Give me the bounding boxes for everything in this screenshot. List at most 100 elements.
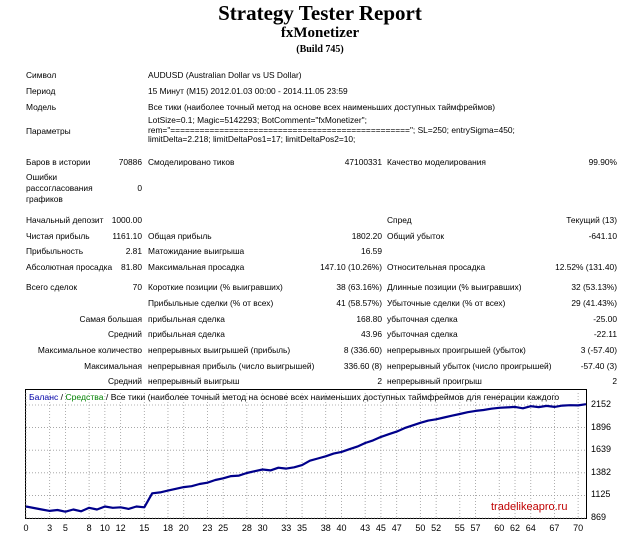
loss-trades-label: Убыточные сделки (% от всех) bbox=[387, 298, 506, 308]
x-tick-label: 0 bbox=[23, 523, 29, 533]
loss-trades-value: 29 (41.43%) bbox=[571, 298, 617, 308]
gross-profit-value: 1802.20 bbox=[351, 231, 382, 241]
total-trades-value: 70 bbox=[132, 282, 142, 292]
long-positions-label: Длинные позиции (% выигравших) bbox=[387, 282, 522, 292]
x-tick-label: 3 bbox=[47, 523, 53, 533]
long-positions-value: 32 (53.13%) bbox=[571, 282, 617, 292]
model-label: Модель bbox=[26, 102, 57, 112]
quality-label: Качество моделирования bbox=[387, 157, 486, 167]
errors-label: Ошибки bbox=[26, 172, 58, 182]
largest-label: Самая большая bbox=[79, 314, 142, 324]
x-tick-label: 47 bbox=[391, 523, 402, 533]
max-consecutive-loss-value: -57.40 (3) bbox=[580, 361, 617, 371]
x-tick-label: 25 bbox=[218, 523, 229, 533]
period-value: 15 Минут (M15) 2012.01.03 00:00 - 2014.1… bbox=[148, 86, 348, 96]
bars-value: 70886 bbox=[118, 157, 142, 167]
x-tick-label: 70 bbox=[573, 523, 584, 533]
legend-model-text: Все тики (наиболее точный метод на основ… bbox=[110, 392, 560, 402]
rel-drawdown-value: 12.52% (131.40) bbox=[555, 262, 617, 272]
max-consecutive-amount-label: Максимальная bbox=[84, 361, 142, 371]
max-drawdown-label: Максимальная просадка bbox=[148, 262, 245, 272]
max-consecutive-wins-label: непрерывных выигрышей (прибыль) bbox=[148, 345, 291, 355]
deposit-label: Начальный депозит bbox=[26, 215, 104, 225]
average-consecutive-losses-value: 2 bbox=[612, 376, 617, 386]
params-value: LotSize=0.1; Magic=5142293; BotComment="… bbox=[148, 115, 515, 145]
ticks-value: 47100331 bbox=[344, 157, 382, 167]
x-tick-label: 50 bbox=[415, 523, 426, 533]
max-consecutive-profit-label: непрерывная прибыль (число выигрышей) bbox=[148, 361, 315, 371]
largest-profit-value: 168.80 bbox=[356, 314, 382, 324]
errors-label: графиков bbox=[26, 194, 63, 204]
abs-drawdown-label: Абсолютная просадка bbox=[26, 262, 113, 272]
largest-loss-label: убыточная сделка bbox=[387, 314, 458, 324]
y-tick-label: 1382 bbox=[591, 466, 612, 477]
spread-label: Спред bbox=[387, 215, 412, 225]
x-tick-label: 60 bbox=[494, 523, 505, 533]
x-tick-label: 57 bbox=[470, 523, 481, 533]
profit-factor-label: Прибыльность bbox=[26, 246, 84, 256]
chart-legend: Баланс / Средства / Все тики (наиболее т… bbox=[29, 392, 559, 402]
legend-separator: / bbox=[58, 392, 66, 402]
average-label: Средний bbox=[107, 329, 142, 339]
rel-drawdown-label: Относительная просадка bbox=[387, 262, 486, 272]
y-tick-label: 2152 bbox=[591, 399, 612, 409]
average-profit-label: прибыльная сделка bbox=[148, 329, 225, 339]
errors-value: 0 bbox=[137, 183, 142, 193]
x-tick-label: 10 bbox=[99, 523, 110, 533]
period-label: Период bbox=[26, 86, 56, 96]
report-subtitle: fxMonetizer bbox=[280, 25, 360, 41]
max-consecutive-loss-label: непрерывный убыток (число проигрышей) bbox=[387, 361, 552, 371]
x-tick-label: 35 bbox=[297, 523, 308, 533]
params-line: limitDelta=2.218; limitDeltaPos1=17; lim… bbox=[148, 134, 356, 145]
x-tick-label: 12 bbox=[115, 523, 126, 533]
y-tick-label: 1639 bbox=[591, 444, 612, 455]
params-line: rem="===================================… bbox=[148, 124, 515, 135]
model-value: Все тики (наиболее точный метод на основ… bbox=[148, 102, 496, 112]
x-tick-label: 38 bbox=[320, 523, 331, 533]
largest-loss-value: -25.00 bbox=[593, 314, 617, 324]
profit-trades-label: Прибыльные сделки (% от всех) bbox=[148, 298, 274, 308]
y-tick-label: 1125 bbox=[591, 489, 611, 500]
x-tick-label: 43 bbox=[360, 523, 371, 533]
average-loss-value: -22.11 bbox=[593, 329, 617, 339]
errors-label: рассогласования bbox=[26, 183, 93, 193]
x-tick-label: 30 bbox=[257, 523, 268, 533]
report-title: Strategy Tester Report bbox=[218, 1, 422, 25]
params-line: LotSize=0.1; Magic=5142293; BotComment="… bbox=[148, 115, 367, 125]
short-positions-value: 38 (63.16%) bbox=[336, 282, 382, 292]
average-consecutive-wins-value: 2 bbox=[377, 376, 382, 386]
symbol-label: Символ bbox=[26, 70, 57, 80]
x-tick-label: 5 bbox=[62, 523, 68, 533]
x-tick-label: 62 bbox=[509, 523, 520, 533]
x-tick-label: 67 bbox=[549, 523, 560, 533]
average-profit-value: 43.96 bbox=[361, 329, 382, 339]
expected-payoff-label: Матожидание выигрыша bbox=[148, 246, 245, 256]
x-tick-label: 52 bbox=[431, 523, 442, 533]
x-tick-label: 45 bbox=[375, 523, 386, 533]
expected-payoff-value: 16.59 bbox=[361, 246, 382, 256]
params-label: Параметры bbox=[26, 126, 71, 136]
profit-trades-value: 41 (58.57%) bbox=[336, 298, 382, 308]
legend-funds: Средства bbox=[65, 392, 104, 402]
x-tick-label: 28 bbox=[241, 523, 252, 533]
max-consecutive-profit-value: 336.60 (8) bbox=[343, 361, 382, 371]
x-tick-label: 23 bbox=[202, 523, 213, 533]
symbol-value: AUDUSD (Australian Dollar vs US Dollar) bbox=[148, 70, 302, 80]
x-tick-label: 33 bbox=[281, 523, 292, 533]
profit-factor-value: 2.81 bbox=[125, 246, 142, 256]
max-consecutive-wins-value: 8 (336.60) bbox=[343, 345, 382, 355]
largest-profit-label: прибыльная сделка bbox=[148, 314, 225, 324]
x-tick-label: 55 bbox=[454, 523, 465, 533]
max-drawdown-value: 147.10 (10.26%) bbox=[320, 262, 382, 272]
max-consecutive-count-label: Максимальное количество bbox=[37, 345, 142, 355]
y-tick-label: 869 bbox=[591, 512, 607, 522]
build-number: (Build 745) bbox=[296, 44, 344, 55]
x-tick-label: 15 bbox=[139, 523, 150, 533]
average-consecutive-label: Средний bbox=[107, 376, 142, 386]
max-consecutive-losses-value: 3 (-57.40) bbox=[580, 345, 617, 355]
average-consecutive-losses-label: непрерывный проигрыш bbox=[387, 376, 482, 386]
short-positions-label: Короткие позиции (% выигравших) bbox=[148, 282, 283, 292]
average-consecutive-wins-label: непрерывный выигрыш bbox=[148, 376, 240, 386]
deposit-value: 1000.00 bbox=[111, 215, 142, 225]
watermark: tradelikeapro.ru bbox=[491, 501, 568, 513]
